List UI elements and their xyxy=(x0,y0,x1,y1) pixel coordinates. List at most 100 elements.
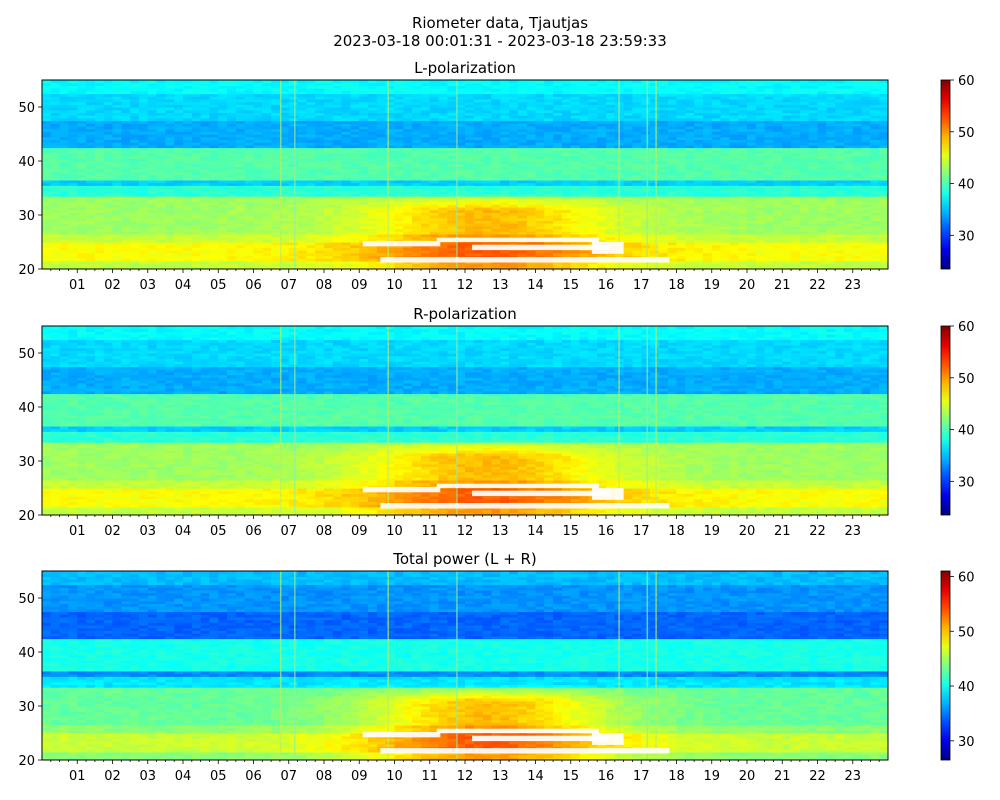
heatmap-cell xyxy=(420,193,431,197)
heatmap-cell xyxy=(385,80,396,84)
heatmap-cell xyxy=(68,217,78,221)
heatmap-cell xyxy=(658,90,669,95)
heatmap-cell xyxy=(385,155,396,159)
heatmap-cell xyxy=(350,112,360,116)
heatmap-cell xyxy=(632,233,642,238)
heatmap-cell xyxy=(641,136,651,140)
heatmap-cell xyxy=(174,263,184,267)
heatmap-cell xyxy=(165,112,175,116)
heatmap-cell xyxy=(130,258,140,262)
heatmap-cell xyxy=(130,104,140,108)
heatmap-cell xyxy=(561,88,572,92)
heatmap-cell xyxy=(553,223,563,227)
heatmap-cell xyxy=(174,231,184,235)
heatmap-cell xyxy=(227,185,237,189)
heatmap-cell xyxy=(465,169,475,173)
heatmap-cell xyxy=(588,252,598,257)
heatmap-cell xyxy=(500,88,510,92)
heatmap-cell xyxy=(535,82,545,86)
heatmap-cell xyxy=(262,198,272,203)
heatmap-cell xyxy=(394,131,404,135)
heatmap-cell xyxy=(288,223,299,227)
heatmap-cell xyxy=(553,109,563,113)
heatmap-cell xyxy=(526,93,537,97)
heatmap-cell xyxy=(447,80,457,84)
heatmap-cell xyxy=(138,182,149,186)
heatmap-cell xyxy=(147,109,158,113)
heatmap-cell xyxy=(341,252,352,257)
heatmap-cell xyxy=(165,231,175,235)
heatmap-cell xyxy=(262,209,272,213)
heatmap-cell xyxy=(306,161,316,165)
heatmap-cell xyxy=(279,161,290,165)
heatmap-cell xyxy=(368,220,378,224)
heatmap-cell xyxy=(244,166,255,170)
heatmap-cell xyxy=(130,263,140,267)
heatmap-cell xyxy=(403,177,413,181)
heatmap-cell xyxy=(279,182,290,186)
heatmap-cell xyxy=(526,204,537,208)
heatmap-cell xyxy=(623,169,634,173)
heatmap-cell xyxy=(59,201,70,205)
heatmap-cell xyxy=(632,260,642,265)
heatmap-cell xyxy=(165,136,175,140)
heatmap-cell xyxy=(420,131,431,135)
heatmap-cell xyxy=(632,139,642,143)
heatmap-cell xyxy=(509,171,519,176)
heatmap-cell xyxy=(191,142,202,146)
heatmap-cell xyxy=(438,198,448,203)
heatmap-cell xyxy=(473,123,484,127)
heatmap-cell xyxy=(500,142,510,146)
heatmap-cell xyxy=(288,266,299,269)
heatmap-cell xyxy=(606,163,616,167)
heatmap-cell xyxy=(588,117,598,122)
heatmap-cell xyxy=(68,147,78,151)
heatmap-cell xyxy=(165,174,175,178)
heatmap-cell xyxy=(279,204,290,208)
heatmap-cell xyxy=(227,260,237,265)
heatmap-cell xyxy=(438,90,448,95)
heatmap-cell xyxy=(341,236,352,240)
heatmap-cell xyxy=(359,131,369,135)
heatmap-cell xyxy=(324,252,334,257)
heatmap-cell xyxy=(579,242,589,246)
heatmap-cell xyxy=(641,220,651,224)
heatmap-cell xyxy=(658,179,669,184)
heatmap-cell xyxy=(632,204,642,208)
heatmap-cell xyxy=(94,161,105,165)
heatmap-cell xyxy=(156,209,166,213)
heatmap-cell xyxy=(253,128,263,132)
heatmap-cell xyxy=(341,101,352,105)
heatmap-cell xyxy=(412,182,422,186)
heatmap-cell xyxy=(112,112,122,116)
heatmap-cell xyxy=(235,217,246,221)
heatmap-cell xyxy=(324,239,334,243)
heatmap-cell xyxy=(517,139,528,143)
heatmap-cell xyxy=(420,220,431,224)
heatmap-cell xyxy=(235,182,246,186)
heatmap-cell xyxy=(368,169,378,173)
heatmap-cell xyxy=(200,136,211,140)
heatmap-cell xyxy=(420,169,431,173)
heatmap-cell xyxy=(235,117,246,122)
heatmap-cell xyxy=(420,136,431,140)
heatmap-cell xyxy=(465,196,475,200)
heatmap-cell xyxy=(297,266,307,269)
heatmap-cell xyxy=(350,125,360,130)
heatmap-cell xyxy=(262,225,272,230)
heatmap-cell xyxy=(412,101,422,105)
heatmap-cell xyxy=(147,196,158,200)
heatmap-cell xyxy=(376,220,387,224)
heatmap-cell xyxy=(465,231,475,235)
heatmap-cell xyxy=(376,120,387,124)
heatmap-cell xyxy=(359,169,369,173)
heatmap-cell xyxy=(658,155,669,159)
heatmap-cell xyxy=(130,80,140,84)
heatmap-cell xyxy=(570,85,581,89)
heatmap-cell xyxy=(350,209,360,213)
heatmap-cell xyxy=(227,128,237,132)
heatmap-cell xyxy=(147,115,158,119)
heatmap-cell xyxy=(500,90,510,95)
heatmap-cell xyxy=(641,142,651,146)
